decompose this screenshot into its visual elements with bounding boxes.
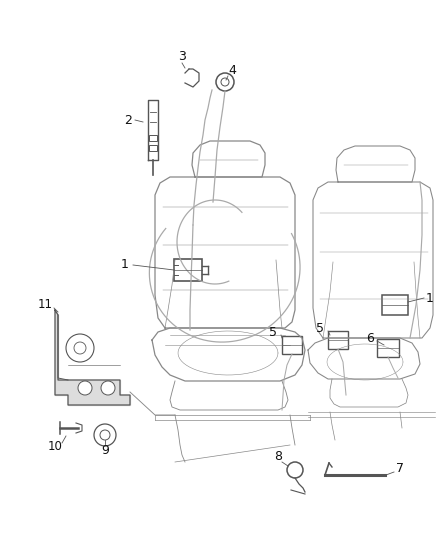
Text: 4: 4 [228,63,236,77]
Text: 7: 7 [396,462,404,474]
Circle shape [101,381,115,395]
Polygon shape [55,310,130,405]
Bar [377,339,399,357]
Bar [328,331,348,349]
Text: 5: 5 [316,321,324,335]
Text: 1: 1 [426,292,434,304]
Text: 6: 6 [366,332,374,344]
Circle shape [66,334,94,362]
Text: 10: 10 [48,440,63,453]
Text: 8: 8 [274,450,282,464]
Text: 3: 3 [178,51,186,63]
Text: 2: 2 [124,114,132,126]
Circle shape [78,381,92,395]
Bar [282,336,302,354]
Text: 5: 5 [269,326,277,338]
Text: 1: 1 [121,259,129,271]
Bar [382,295,408,315]
Text: 9: 9 [101,443,109,456]
Bar [149,135,157,141]
Bar [149,145,157,151]
Bar [174,259,202,281]
Text: 11: 11 [38,298,53,311]
